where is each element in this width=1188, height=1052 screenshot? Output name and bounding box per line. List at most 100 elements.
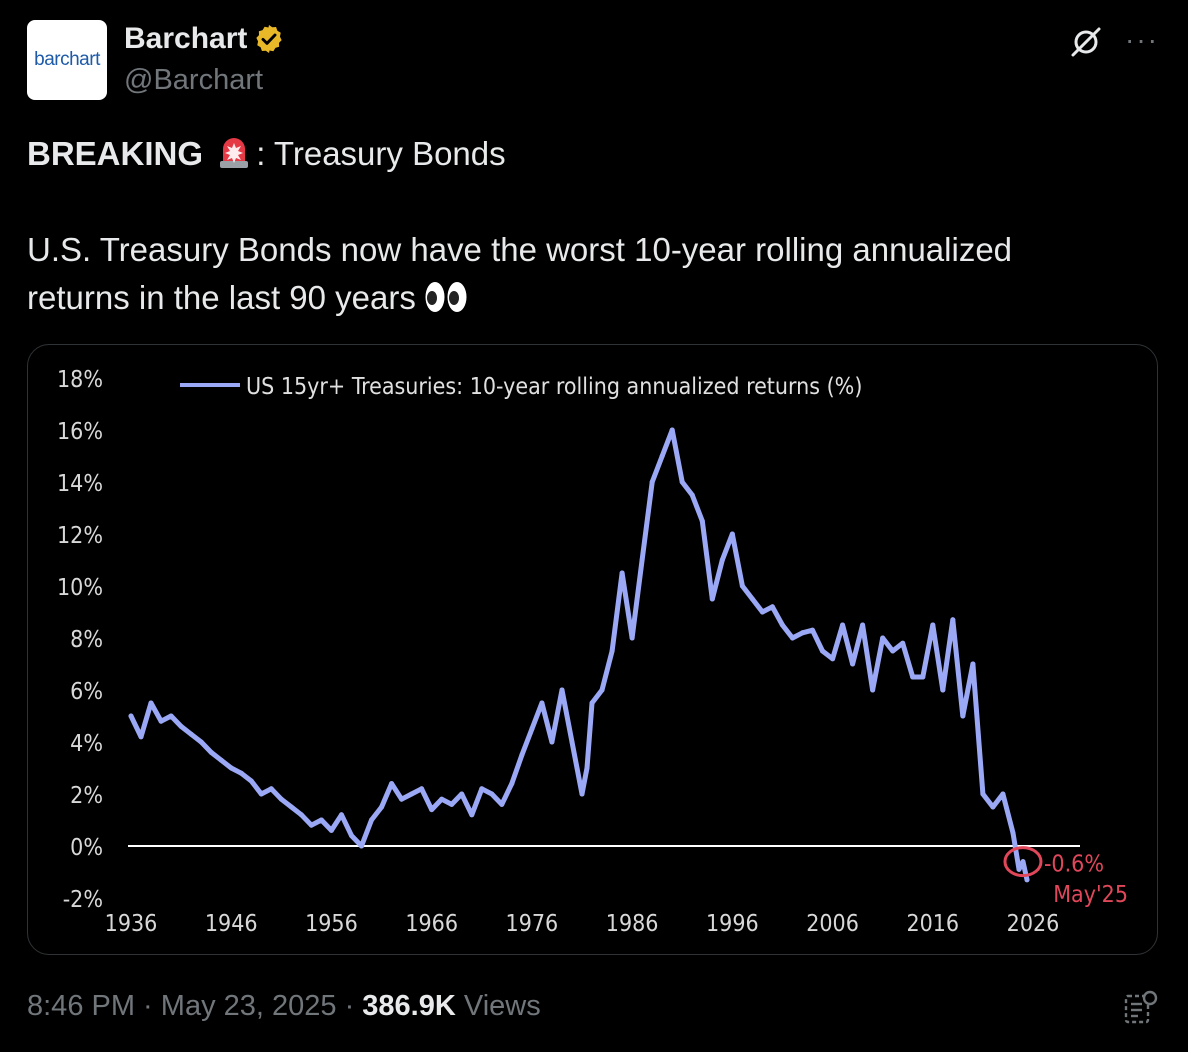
series-point	[489, 791, 495, 797]
chart-legend: US 15yr+ Treasuries: 10-year rolling ann…	[180, 374, 862, 400]
tweet-body-line-1: U.S. Treasury Bonds now have the worst 1…	[27, 231, 1013, 268]
series-point	[138, 734, 144, 740]
author-name-row: Barchart	[124, 22, 285, 56]
headline-bold: BREAKING	[27, 135, 204, 172]
series-point	[559, 687, 565, 693]
avatar[interactable]: barchart	[27, 20, 107, 100]
y-tick-label: 14%	[57, 471, 103, 497]
series-point	[158, 718, 164, 724]
series-point	[584, 765, 590, 771]
legend-label: US 15yr+ Treasuries: 10-year rolling ann…	[246, 374, 862, 400]
series-point	[318, 817, 324, 823]
x-tick-label: 1956	[305, 911, 358, 937]
series-point	[810, 627, 816, 633]
series-point	[248, 778, 254, 784]
police-siren-emoji-icon	[220, 138, 249, 168]
series-point	[699, 518, 705, 524]
series-point	[669, 427, 675, 433]
series-point	[409, 791, 415, 797]
annotation-circle	[1003, 846, 1043, 878]
y-tick-label: -2%	[63, 887, 103, 913]
series-point	[208, 749, 214, 755]
y-tick-label: 2%	[70, 783, 103, 809]
y-tick-label: 4%	[70, 731, 103, 757]
series-point	[649, 479, 655, 485]
x-tick-label: 1946	[205, 911, 258, 937]
series-point	[429, 807, 435, 813]
series-point	[860, 622, 866, 628]
series-point	[128, 713, 134, 719]
series-line	[128, 427, 1030, 883]
x-tick-label: 2026	[1007, 911, 1060, 937]
series-point	[900, 640, 906, 646]
series-point	[479, 786, 485, 792]
display-name[interactable]: Barchart	[124, 22, 248, 55]
y-tick-label: 12%	[57, 523, 103, 549]
series-point	[659, 453, 665, 459]
series-point	[799, 630, 805, 636]
series-point	[1024, 877, 1030, 883]
series-point	[258, 791, 264, 797]
tweet-footer: 8:46 PM · May 23, 2025 · 386.9K Views	[27, 990, 541, 1023]
series-point	[820, 648, 826, 654]
series-point	[168, 713, 174, 719]
tweet-body-line-2: returns in the last 90 years	[27, 274, 1157, 322]
series-point	[389, 781, 395, 787]
series-point	[619, 570, 625, 576]
eyes-emoji-icon	[425, 282, 467, 312]
series-point	[689, 492, 695, 498]
series-point	[439, 796, 445, 802]
avatar-logo-text: barchart	[34, 49, 100, 70]
series-point	[830, 656, 836, 662]
series-point	[459, 791, 465, 797]
series-point	[970, 661, 976, 667]
tweet-date[interactable]: May 23, 2025	[160, 990, 337, 1022]
series-point	[769, 604, 775, 610]
series-point	[338, 812, 344, 818]
grok-icon[interactable]	[1068, 24, 1104, 60]
author-handle[interactable]: @Barchart	[124, 64, 264, 96]
series-point	[599, 687, 605, 693]
series-point	[729, 531, 735, 537]
footer-separator-2: ·	[336, 990, 363, 1022]
y-axis-ticks: 18% 16% 14% 12% 10% 8% 6% 4% 2% 0% -2%	[57, 367, 103, 913]
series-point	[950, 617, 956, 623]
y-tick-label: 0%	[70, 835, 103, 861]
series-point	[1016, 866, 1022, 872]
series-points	[128, 427, 1030, 883]
series-point	[920, 674, 926, 680]
series-point	[529, 726, 535, 732]
series-point	[399, 796, 405, 802]
headline-rest: : Treasury Bonds	[256, 135, 506, 172]
series-point	[880, 635, 886, 641]
x-tick-label: 1986	[606, 911, 659, 937]
annotation-value-label: -0.6%	[1044, 852, 1104, 878]
series-point	[579, 791, 585, 797]
series-point	[709, 596, 715, 602]
series-point	[359, 843, 365, 849]
series-point	[218, 757, 224, 763]
more-options-icon[interactable]: ···	[1125, 24, 1159, 55]
y-tick-label: 10%	[57, 575, 103, 601]
series-point	[930, 622, 936, 628]
series-point	[328, 827, 334, 833]
series-point	[238, 770, 244, 776]
views-count: 386.9K	[362, 990, 456, 1022]
verified-badge-icon[interactable]	[253, 23, 285, 55]
series-point	[369, 817, 375, 823]
analytics-icon[interactable]	[1120, 988, 1160, 1028]
x-tick-label: 1976	[506, 911, 559, 937]
series-point	[980, 791, 986, 797]
series-point	[539, 700, 545, 706]
series-point	[990, 804, 996, 810]
series-point	[850, 661, 856, 667]
tweet-time[interactable]: 8:46 PM	[27, 990, 135, 1022]
series-point	[779, 622, 785, 628]
tweet-media-chart[interactable]: 18% 16% 14% 12% 10% 8% 6% 4% 2% 0% -2% 1936 1946 195…	[27, 344, 1158, 955]
x-tick-label: 1996	[706, 911, 759, 937]
series-point	[499, 801, 505, 807]
footer-separator-1: ·	[135, 990, 161, 1022]
series-point	[739, 583, 745, 589]
series-point	[288, 804, 294, 810]
y-tick-label: 18%	[57, 367, 103, 393]
